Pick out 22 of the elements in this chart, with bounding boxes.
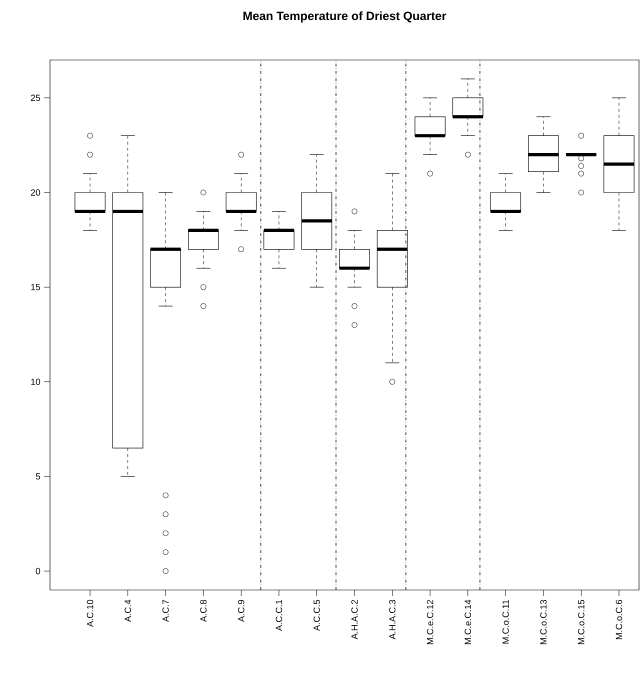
y-tick-label: 20: [30, 189, 40, 196]
x-tick-label: M.C.o.C.15: [578, 600, 584, 644]
x-tick-label: A.C.9: [238, 600, 244, 622]
y-tick-label: 10: [31, 378, 40, 385]
x-tick-label: M.C.o.C.13: [540, 600, 547, 644]
y-tick-label: 25: [30, 94, 40, 102]
x-tick-label: A.C.7: [162, 600, 169, 622]
x-tick-label: A.H.A.C.2: [351, 600, 358, 640]
x-tick-label: M.C.e.C.14: [464, 600, 472, 644]
x-tick-label: A.C.10: [86, 600, 94, 627]
x-tick-label: A.C.C.5: [314, 600, 320, 631]
x-tick-label: A.C.C.1: [276, 600, 282, 631]
x-tick-label: M.C.o.C.6: [616, 600, 622, 640]
x-tick-label: M.C.o.C.11: [502, 600, 509, 644]
y-tick-label: 5: [36, 473, 40, 480]
chart-title: Mean Temperature of Driest Quarter: [243, 11, 446, 22]
x-tick-label: A.H.A.C.3: [389, 600, 396, 640]
x-tick-label: A.C.4: [124, 600, 132, 622]
y-tick-label: 0: [36, 568, 40, 574]
x-tick-label: M.C.e.C.12: [426, 600, 434, 644]
y-tick-label: 15: [31, 284, 40, 290]
x-tick-label: A.C.8: [200, 600, 207, 622]
